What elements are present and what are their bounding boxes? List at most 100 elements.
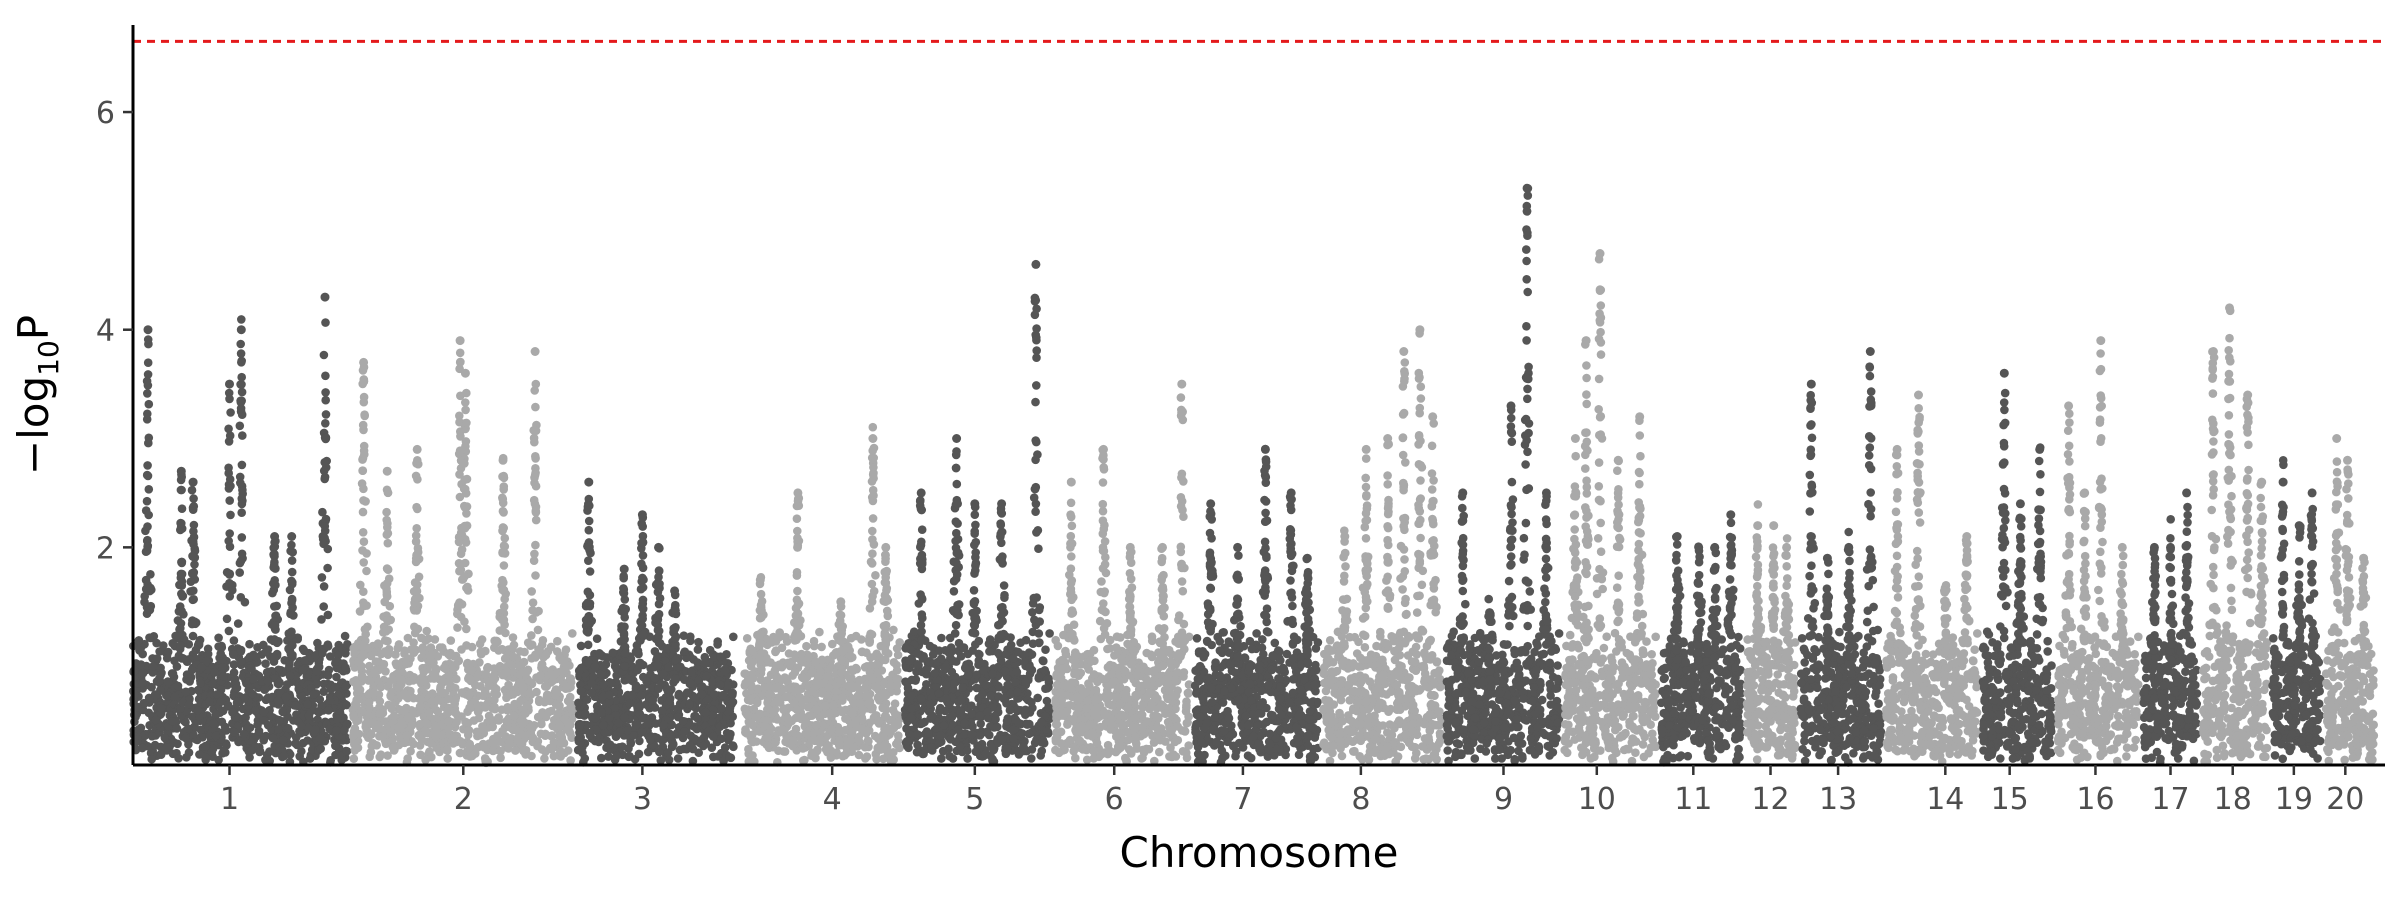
data-point [637, 691, 646, 700]
data-point [236, 593, 246, 602]
data-point [226, 408, 235, 417]
data-point [486, 714, 495, 724]
data-point [1028, 639, 1038, 648]
data-point [453, 623, 462, 632]
data-point [531, 571, 540, 580]
data-point [771, 647, 780, 657]
data-point [147, 682, 156, 692]
data-point [211, 710, 220, 719]
data-point [330, 682, 340, 692]
data-point [150, 690, 160, 699]
data-point [189, 569, 198, 579]
data-point [756, 639, 766, 649]
data-point [761, 716, 771, 725]
data-point [197, 663, 206, 672]
data-point [838, 693, 847, 702]
data-point [542, 692, 552, 701]
data-point [319, 687, 329, 696]
data-point [349, 644, 359, 653]
data-point [320, 521, 330, 531]
data-point [881, 647, 891, 656]
data-point [340, 631, 350, 641]
data-point [948, 711, 957, 721]
chromosome-4-points [740, 422, 904, 767]
data-point [551, 691, 561, 700]
data-point [237, 460, 247, 470]
data-point [566, 756, 575, 765]
data-point [740, 669, 749, 678]
data-point [303, 736, 312, 745]
data-point [826, 753, 836, 762]
data-point [654, 684, 663, 693]
data-point [133, 702, 142, 712]
data-point [284, 724, 293, 733]
data-point [720, 743, 730, 752]
data-point [445, 651, 455, 660]
data-point [238, 431, 247, 440]
data-point [664, 662, 673, 672]
data-point [413, 543, 423, 553]
data-point [548, 676, 557, 686]
data-point [597, 753, 606, 763]
peak-point [455, 336, 465, 346]
data-point [359, 397, 369, 407]
data-point [394, 640, 404, 649]
data-point [317, 615, 326, 624]
data-point [509, 652, 518, 662]
data-point [655, 579, 664, 589]
data-point [307, 745, 317, 755]
data-point [638, 604, 648, 614]
data-point [321, 371, 330, 381]
data-point [220, 722, 230, 732]
data-point [499, 541, 509, 550]
data-point [383, 615, 392, 625]
data-point [466, 703, 476, 712]
data-point [412, 524, 422, 533]
data-point [520, 647, 529, 657]
data-point [478, 691, 488, 700]
data-point [499, 473, 509, 483]
data-point [318, 648, 327, 658]
data-point [460, 572, 469, 581]
data-point [177, 606, 186, 616]
data-point [424, 708, 434, 718]
data-point [604, 714, 614, 723]
data-point [186, 577, 196, 586]
data-point [531, 653, 540, 662]
data-point [177, 519, 186, 528]
data-point [471, 749, 480, 758]
data-point [270, 621, 280, 630]
data-point [1034, 544, 1043, 553]
data-point [456, 549, 466, 558]
data-point [160, 733, 170, 743]
data-point [950, 678, 959, 688]
data-point [531, 515, 541, 525]
data-point [981, 680, 990, 690]
data-point [541, 650, 551, 660]
data-point [239, 729, 249, 739]
data-point [963, 754, 972, 763]
peak-point [881, 542, 891, 552]
data-point [663, 748, 673, 757]
data-point [225, 592, 235, 601]
data-point [224, 484, 234, 493]
data-point [638, 563, 648, 573]
data-point [671, 606, 680, 615]
data-point [375, 709, 384, 718]
data-point [340, 725, 349, 735]
data-point [837, 706, 847, 715]
data-point [533, 625, 543, 635]
data-point [222, 614, 232, 624]
data-point [913, 740, 922, 750]
data-point [143, 461, 152, 470]
data-point [489, 672, 498, 682]
data-point [654, 599, 664, 609]
data-point [565, 661, 574, 670]
data-point [219, 746, 229, 755]
data-point [941, 662, 950, 672]
data-point [779, 705, 788, 715]
data-point [319, 350, 329, 360]
data-point [1035, 617, 1044, 626]
data-point [836, 676, 845, 685]
data-point [355, 607, 365, 616]
